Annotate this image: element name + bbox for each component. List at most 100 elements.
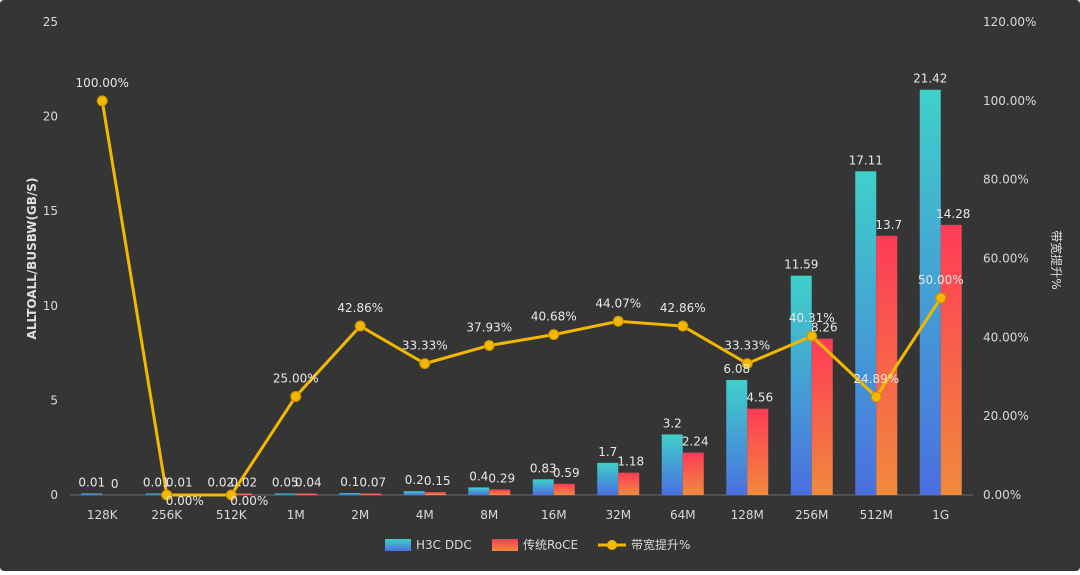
bar-label-traditional-roce: 2.24 — [682, 435, 709, 449]
line-label: 33.33% — [402, 339, 448, 353]
bar-label-traditional-roce: 8.26 — [811, 321, 838, 335]
bar-h3c-ddc — [661, 434, 683, 495]
x-tick-label: 512K — [216, 508, 248, 522]
bar-h3c-ddc — [145, 493, 167, 495]
bar-label-traditional-roce: 14.28 — [936, 207, 970, 221]
bar-h3c-ddc — [81, 493, 103, 495]
line-point — [870, 391, 882, 403]
legend-swatch — [385, 539, 411, 551]
y-tick-label: 10 — [43, 299, 58, 313]
x-tick-label: 1G — [932, 508, 949, 522]
x-tick-label: 256K — [151, 508, 183, 522]
x-tick-label: 128K — [87, 508, 119, 522]
y2-tick-label: 20.00% — [983, 409, 1029, 423]
bar-traditional-roce — [360, 493, 382, 495]
line-label: 33.33% — [724, 339, 770, 353]
y2-tick-label: 40.00% — [983, 330, 1029, 344]
bar-h3c-ddc — [790, 275, 812, 495]
bar-traditional-roce — [553, 483, 575, 495]
bar-traditional-roce — [876, 235, 898, 495]
line-label: 44.07% — [595, 296, 641, 310]
bar-traditional-roce — [940, 224, 962, 496]
bar-traditional-roce — [682, 452, 704, 495]
line-label: 37.93% — [466, 320, 512, 334]
legend-item-h3c-ddc: H3C DDC — [385, 538, 472, 552]
bar-label-h3c-ddc: 0.83 — [530, 461, 557, 475]
line-label: 25.00% — [273, 371, 319, 385]
bar-label-h3c-ddc: 21.42 — [913, 72, 947, 86]
bar-h3c-ddc — [726, 379, 748, 495]
x-tick-label: 256M — [795, 508, 828, 522]
line-label: 40.31% — [789, 311, 835, 325]
legend-swatch — [492, 539, 518, 551]
line-point — [290, 390, 302, 402]
y-tick-label: 15 — [43, 204, 58, 218]
bar-label-h3c-ddc: 11.59 — [784, 258, 818, 272]
bar-label-traditional-roce: 0 — [111, 477, 119, 491]
line-point — [677, 320, 689, 332]
line-point — [806, 330, 818, 342]
line-point — [419, 358, 431, 370]
bar-label-h3c-ddc: 0.1 — [340, 475, 359, 489]
x-tick-label: 64M — [670, 508, 696, 522]
bar-label-traditional-roce: 0.01 — [166, 476, 193, 490]
bar-traditional-roce — [618, 472, 640, 495]
legend-item-bandwidth-improvement: 带宽提升% — [598, 537, 690, 552]
legend-label: 传统RoCE — [523, 537, 578, 552]
line-label: 100.00% — [76, 76, 129, 90]
bar-label-h3c-ddc: 1.7 — [598, 445, 617, 459]
bar-label-h3c-ddc: 0.01 — [143, 476, 170, 490]
bar-h3c-ddc — [274, 493, 296, 495]
bar-traditional-roce — [231, 493, 253, 495]
bar-label-h3c-ddc: 0.4 — [469, 469, 488, 483]
y2-tick-label: 80.00% — [983, 173, 1029, 187]
y-axis-title: ALLTOALL/BUSBW(GB/S) — [25, 178, 39, 340]
legend-label: H3C DDC — [416, 538, 472, 552]
bar-h3c-ddc — [597, 462, 619, 495]
line-label: 42.86% — [660, 301, 706, 315]
line-label: 0.00% — [166, 494, 204, 508]
y-tick-label: 20 — [43, 110, 58, 124]
x-tick-label: 2M — [351, 508, 369, 522]
x-tick-label: 4M — [416, 508, 434, 522]
line-point — [935, 292, 947, 304]
bar-traditional-roce — [295, 493, 317, 495]
bar-h3c-ddc — [339, 493, 361, 495]
y2-tick-label: 60.00% — [983, 252, 1029, 266]
y2-tick-label: 0.00% — [983, 488, 1021, 502]
bar-h3c-ddc — [855, 171, 877, 495]
bar-label-traditional-roce: 4.56 — [746, 391, 773, 405]
line-point — [225, 489, 237, 501]
line-point — [161, 489, 173, 501]
bar-label-traditional-roce: 0.04 — [295, 476, 322, 490]
bar-h3c-ddc — [403, 491, 425, 495]
line-label: 24.89% — [853, 372, 899, 386]
bar-label-h3c-ddc: 17.11 — [849, 153, 883, 167]
bar-traditional-roce — [811, 338, 833, 495]
line-label: 40.68% — [531, 310, 577, 324]
bar-label-h3c-ddc: 6.08 — [723, 362, 750, 376]
line-point — [483, 339, 495, 351]
bar-h3c-ddc — [532, 479, 554, 495]
y2-axis-title: 带宽提升% — [1049, 230, 1064, 289]
line-point — [548, 329, 560, 341]
line-point — [354, 320, 366, 332]
bar-label-h3c-ddc: 0.2 — [405, 473, 424, 487]
line-bandwidth-improvement — [100, 100, 943, 497]
line-point — [741, 358, 753, 370]
legend-label: 带宽提升% — [631, 537, 690, 552]
line-label: 0.00% — [230, 494, 268, 508]
bar-label-traditional-roce: 0.15 — [424, 474, 451, 488]
bar-label-h3c-ddc: 0.05 — [272, 476, 299, 490]
line-point — [612, 315, 624, 327]
line-label: 42.86% — [337, 301, 383, 315]
line-point — [96, 95, 108, 107]
y-tick-label: 25 — [43, 15, 58, 29]
bar-label-h3c-ddc: 3.2 — [663, 416, 682, 430]
bar-label-traditional-roce: 0.59 — [553, 466, 580, 480]
bar-h3c-ddc — [468, 487, 490, 495]
bar-label-traditional-roce: 0.29 — [488, 472, 515, 486]
bar-label-h3c-ddc: 0.02 — [207, 476, 234, 490]
